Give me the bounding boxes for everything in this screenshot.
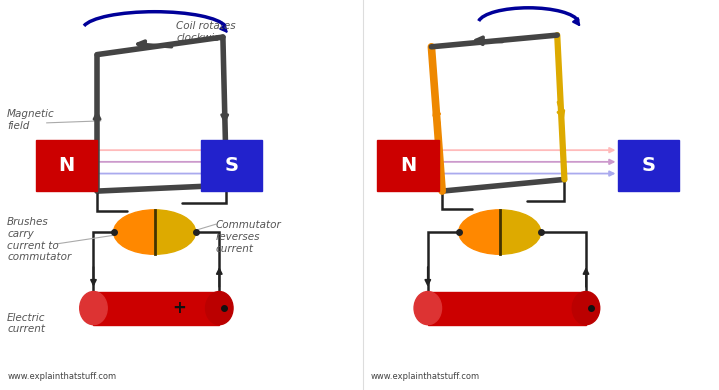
Text: Magnetic
field: Magnetic field [7, 109, 55, 131]
Ellipse shape [80, 292, 107, 324]
Wedge shape [155, 210, 196, 254]
Text: S: S [642, 156, 656, 175]
Ellipse shape [572, 292, 600, 324]
Text: S: S [225, 156, 239, 175]
Text: Electric
current: Electric current [7, 313, 46, 335]
Bar [93, 292, 219, 324]
Text: N: N [58, 156, 75, 175]
Text: +: + [172, 299, 186, 317]
Ellipse shape [414, 292, 441, 324]
Bar [428, 292, 586, 324]
Bar [36, 140, 97, 191]
Ellipse shape [206, 292, 233, 324]
Bar [377, 140, 439, 191]
Wedge shape [459, 210, 500, 254]
Text: www.explainthatstuff.com: www.explainthatstuff.com [370, 372, 480, 381]
Bar [201, 140, 262, 191]
Wedge shape [500, 210, 541, 254]
Text: www.explainthatstuff.com: www.explainthatstuff.com [7, 372, 116, 381]
Text: Brushes
carry
current to
commutator: Brushes carry current to commutator [7, 218, 71, 262]
Wedge shape [114, 210, 155, 254]
Bar [618, 140, 679, 191]
Text: N: N [400, 156, 416, 175]
Text: Commutator
reverses
current: Commutator reverses current [216, 220, 281, 254]
Text: Coil rotates
clockwise: Coil rotates clockwise [176, 21, 236, 43]
